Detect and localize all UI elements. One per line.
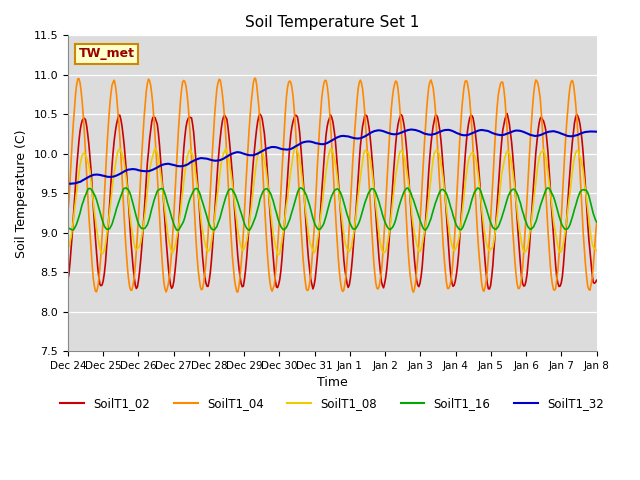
SoilT1_32 (407, 127, 415, 132)
SoilT1_02 (64, 277, 72, 283)
SoilT1_08 (455, 237, 463, 242)
SoilT1_08 (275, 252, 282, 258)
SoilT1_16 (593, 219, 600, 225)
SoilT1_16 (288, 209, 296, 215)
Line: SoilT1_02: SoilT1_02 (68, 113, 596, 289)
SoilT1_16 (455, 226, 463, 231)
SoilT1_02 (503, 110, 511, 116)
SoilT1_32 (288, 145, 296, 151)
SoilT1_04 (387, 123, 394, 129)
SoilT1_08 (547, 188, 554, 194)
SoilT1_02 (228, 172, 236, 178)
SoilT1_02 (452, 272, 460, 277)
SoilT1_04 (228, 253, 236, 259)
SoilT1_08 (64, 246, 72, 252)
SoilT1_32 (547, 129, 554, 134)
SoilT1_02 (360, 118, 367, 124)
SoilT1_04 (593, 221, 600, 227)
SoilT1_04 (288, 85, 296, 91)
SoilT1_04 (455, 159, 463, 165)
SoilT1_02 (385, 239, 393, 244)
SoilT1_02 (486, 286, 493, 292)
SoilT1_08 (593, 248, 600, 253)
SoilT1_02 (287, 132, 294, 137)
Legend: SoilT1_02, SoilT1_04, SoilT1_08, SoilT1_16, SoilT1_32: SoilT1_02, SoilT1_04, SoilT1_08, SoilT1_… (56, 392, 609, 415)
Line: SoilT1_04: SoilT1_04 (68, 78, 596, 292)
SoilT1_04 (64, 210, 72, 216)
SoilT1_16 (230, 189, 237, 195)
SoilT1_32 (230, 150, 237, 156)
SoilT1_32 (67, 181, 74, 187)
SoilT1_08 (291, 144, 299, 150)
SoilT1_04 (410, 289, 417, 295)
SoilT1_08 (387, 213, 395, 218)
Line: SoilT1_32: SoilT1_32 (68, 130, 596, 184)
SoilT1_02 (547, 184, 554, 190)
SoilT1_16 (297, 185, 305, 191)
Line: SoilT1_08: SoilT1_08 (68, 147, 596, 255)
SoilT1_04 (361, 110, 369, 116)
SoilT1_08 (362, 148, 370, 154)
SoilT1_32 (455, 131, 463, 137)
Title: Soil Temperature Set 1: Soil Temperature Set 1 (245, 15, 419, 30)
SoilT1_02 (593, 277, 600, 283)
SoilT1_16 (64, 225, 72, 231)
SoilT1_16 (173, 228, 181, 233)
Line: SoilT1_16: SoilT1_16 (68, 188, 596, 230)
SoilT1_08 (288, 161, 296, 167)
SoilT1_16 (387, 226, 395, 231)
SoilT1_04 (252, 75, 259, 81)
SoilT1_08 (228, 180, 236, 186)
X-axis label: Time: Time (317, 376, 348, 389)
SoilT1_32 (361, 133, 369, 139)
SoilT1_32 (387, 131, 394, 136)
SoilT1_16 (362, 197, 370, 203)
SoilT1_32 (593, 129, 600, 134)
Text: TW_met: TW_met (79, 48, 134, 60)
Y-axis label: Soil Temperature (C): Soil Temperature (C) (15, 129, 28, 257)
SoilT1_16 (547, 187, 554, 193)
SoilT1_04 (547, 261, 554, 267)
SoilT1_32 (64, 180, 72, 186)
